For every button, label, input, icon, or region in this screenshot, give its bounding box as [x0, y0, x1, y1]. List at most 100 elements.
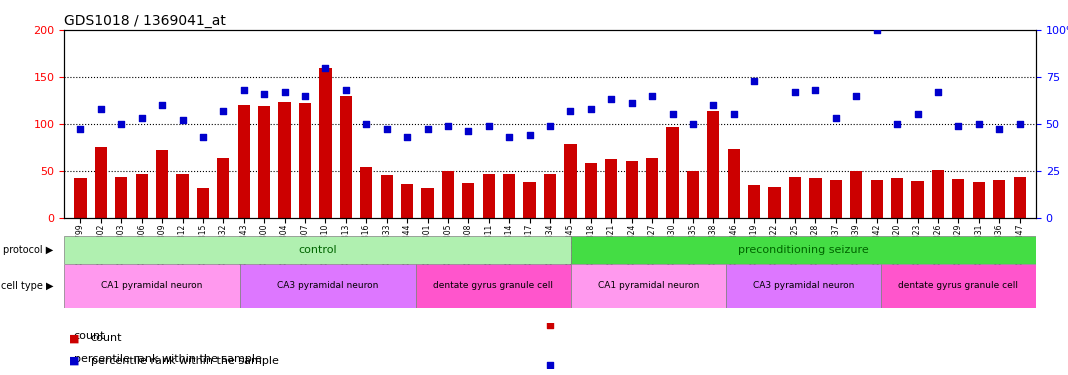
- Point: [909, 111, 926, 117]
- Bar: [570, 264, 726, 308]
- Text: count: count: [91, 333, 122, 343]
- Bar: [156, 150, 168, 217]
- Bar: [217, 158, 230, 218]
- Text: protocol ▶: protocol ▶: [3, 245, 53, 255]
- Bar: [115, 177, 127, 218]
- Bar: [993, 180, 1005, 218]
- Text: preconditioning seizure: preconditioning seizure: [738, 245, 868, 255]
- Bar: [240, 264, 415, 308]
- Bar: [442, 171, 454, 217]
- Bar: [75, 178, 87, 218]
- Point: [848, 93, 865, 99]
- Point: [481, 123, 498, 129]
- Bar: [279, 102, 290, 218]
- Bar: [931, 170, 944, 217]
- Bar: [727, 149, 740, 217]
- Point: [501, 134, 518, 140]
- Bar: [769, 187, 781, 218]
- Point: [786, 89, 803, 95]
- Point: [276, 89, 293, 95]
- Point: [644, 93, 661, 99]
- Bar: [462, 183, 474, 218]
- Bar: [585, 163, 597, 218]
- Bar: [380, 176, 393, 217]
- Point: [807, 87, 824, 93]
- Text: CA1 pyramidal neuron: CA1 pyramidal neuron: [101, 281, 203, 290]
- Point: [1011, 121, 1028, 127]
- Text: CA1 pyramidal neuron: CA1 pyramidal neuron: [598, 281, 698, 290]
- Point: [970, 121, 987, 127]
- Bar: [953, 179, 964, 218]
- Point: [725, 111, 742, 117]
- Bar: [810, 178, 821, 218]
- Point: [255, 91, 272, 97]
- Point: [929, 89, 946, 95]
- Text: ■: ■: [69, 356, 80, 366]
- Point: [174, 117, 191, 123]
- Point: [194, 134, 211, 140]
- Bar: [973, 182, 985, 218]
- Bar: [483, 174, 494, 217]
- Point: [685, 121, 702, 127]
- Point: [541, 321, 559, 327]
- Bar: [911, 181, 924, 218]
- Bar: [523, 182, 536, 218]
- Point: [623, 100, 640, 106]
- Point: [541, 363, 559, 369]
- Bar: [666, 127, 678, 218]
- Point: [235, 87, 252, 93]
- Point: [745, 78, 763, 84]
- Text: ■: ■: [69, 333, 80, 343]
- Point: [398, 134, 415, 140]
- Text: CA3 pyramidal neuron: CA3 pyramidal neuron: [753, 281, 854, 290]
- Point: [889, 121, 906, 127]
- Bar: [237, 105, 250, 218]
- Bar: [136, 174, 147, 217]
- Bar: [891, 178, 904, 218]
- Point: [460, 128, 477, 134]
- Point: [317, 64, 334, 70]
- Text: dentate gyrus granule cell: dentate gyrus granule cell: [434, 281, 553, 290]
- Point: [705, 102, 722, 108]
- Point: [154, 102, 171, 108]
- Bar: [95, 147, 107, 218]
- Text: CA3 pyramidal neuron: CA3 pyramidal neuron: [277, 281, 378, 290]
- Point: [521, 132, 538, 138]
- Point: [602, 96, 619, 102]
- Bar: [544, 174, 556, 217]
- Bar: [850, 171, 863, 217]
- Bar: [789, 177, 801, 218]
- Text: dentate gyrus granule cell: dentate gyrus granule cell: [898, 281, 1019, 290]
- Bar: [400, 184, 413, 218]
- Bar: [830, 180, 842, 218]
- Point: [582, 106, 599, 112]
- Text: percentile rank within the sample: percentile rank within the sample: [91, 356, 279, 366]
- Bar: [197, 188, 209, 218]
- Point: [562, 108, 579, 114]
- Bar: [726, 264, 881, 308]
- Bar: [881, 264, 1036, 308]
- Bar: [707, 111, 720, 218]
- Point: [949, 123, 967, 129]
- Text: GDS1018 / 1369041_at: GDS1018 / 1369041_at: [64, 13, 226, 28]
- Point: [419, 126, 436, 132]
- Bar: [748, 185, 760, 218]
- Point: [439, 123, 456, 129]
- Point: [541, 123, 559, 129]
- Point: [378, 126, 395, 132]
- Bar: [319, 68, 331, 218]
- Bar: [64, 236, 570, 264]
- Bar: [626, 161, 638, 218]
- Bar: [646, 158, 658, 218]
- Text: count: count: [74, 331, 106, 341]
- Point: [72, 126, 89, 132]
- Point: [337, 87, 355, 93]
- Point: [297, 93, 314, 99]
- Bar: [64, 264, 240, 308]
- Point: [113, 121, 130, 127]
- Point: [92, 106, 109, 112]
- Bar: [340, 96, 352, 218]
- Bar: [503, 174, 515, 217]
- Bar: [176, 174, 189, 217]
- Bar: [606, 159, 617, 218]
